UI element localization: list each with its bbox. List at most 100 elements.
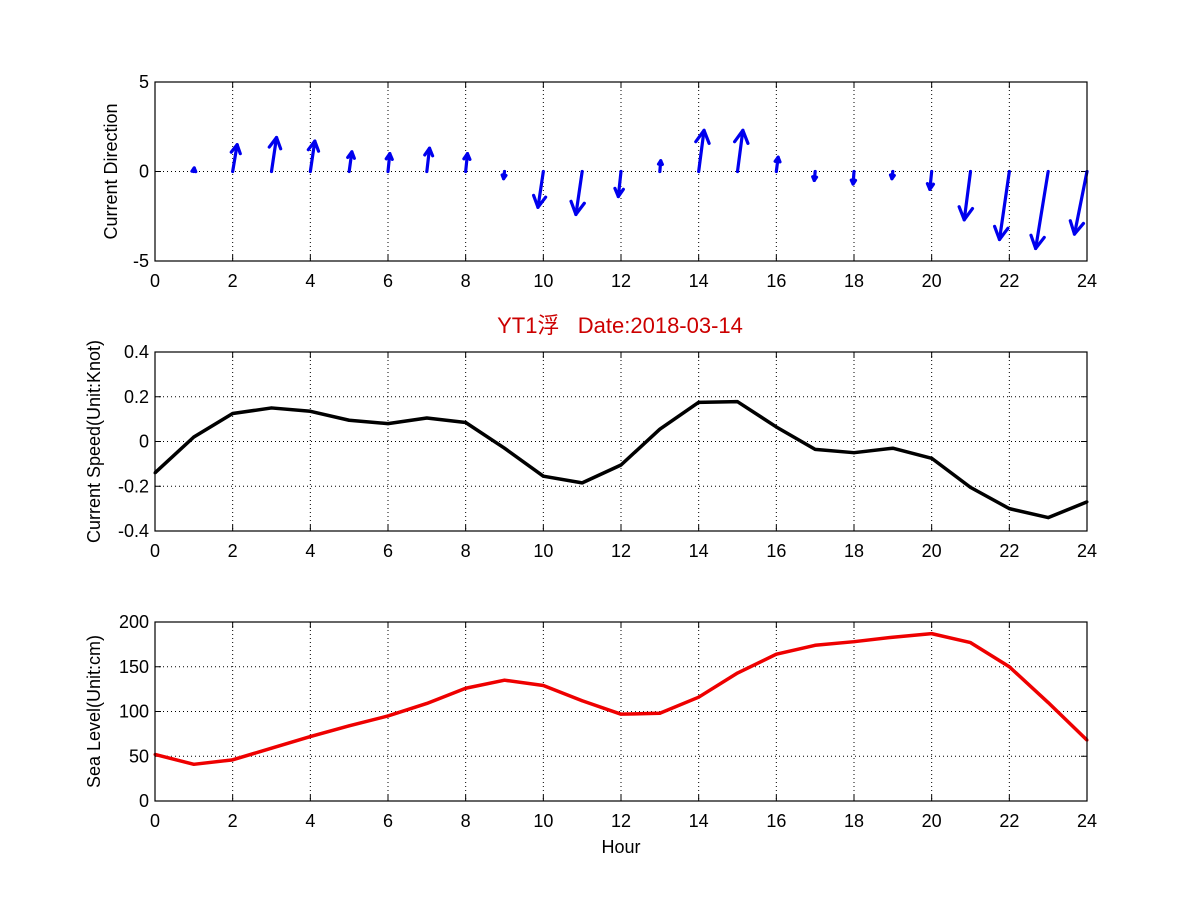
current-speed-x-tick-label: 24 bbox=[1077, 541, 1097, 561]
current-speed-y-axis-label: Current Speed(Unit:Knot) bbox=[84, 340, 104, 543]
sea-level-data-point bbox=[697, 695, 701, 699]
current-speed-data-point bbox=[930, 456, 934, 460]
sea-level-x-tick-label: 16 bbox=[766, 811, 786, 831]
current-speed-data-point bbox=[658, 427, 662, 431]
sea-level-data-point bbox=[464, 686, 468, 690]
current-speed-x-tick-label: 8 bbox=[461, 541, 471, 561]
current-direction-y-tick-label: -5 bbox=[133, 251, 149, 271]
sea-level-data-point bbox=[813, 643, 817, 647]
current-speed-data-point bbox=[464, 420, 468, 424]
current-direction-arrow bbox=[569, 169, 586, 217]
sea-level-data-point bbox=[852, 640, 856, 644]
current-direction-arrow bbox=[462, 152, 472, 174]
sea-level-data-point bbox=[930, 632, 934, 636]
sea-level-x-tick-label: 8 bbox=[461, 811, 471, 831]
sea-level-x-tick-label: 22 bbox=[999, 811, 1019, 831]
current-speed-data-point bbox=[969, 485, 972, 489]
current-direction-arrow bbox=[849, 169, 858, 186]
current-speed-data-point bbox=[1046, 516, 1050, 520]
current-direction-arrow bbox=[384, 152, 394, 174]
current-direction-arrow bbox=[613, 169, 625, 199]
sea-level-x-tick-label: 2 bbox=[228, 811, 238, 831]
current-direction-x-tick-label: 20 bbox=[922, 271, 942, 291]
current-speed-data-point bbox=[813, 447, 817, 451]
current-direction-arrow bbox=[267, 135, 283, 174]
sea-level-axes-frame bbox=[154, 621, 1088, 802]
current-speed-data-point bbox=[697, 400, 701, 404]
sea-level-data-point bbox=[541, 684, 545, 688]
current-direction-arrow bbox=[229, 143, 242, 174]
current-direction-y-tick-label: 0 bbox=[139, 162, 149, 182]
sea-level-y-tick-label: 0 bbox=[139, 791, 149, 811]
sea-level-x-tick-label: 18 bbox=[844, 811, 864, 831]
current-direction-y-axis-label: Current Direction bbox=[101, 103, 121, 239]
current-speed-data-point bbox=[192, 435, 196, 439]
current-speed-data-point bbox=[736, 400, 739, 404]
sea-level-x-tick-label: 0 bbox=[150, 811, 160, 831]
current-speed-y-tick-label: 0.2 bbox=[124, 387, 149, 407]
current-direction-arrow bbox=[500, 169, 508, 181]
current-speed-data-point bbox=[891, 446, 895, 450]
sea-level-data-point bbox=[308, 735, 312, 739]
sea-level-data-point bbox=[231, 758, 235, 762]
sea-level-x-tick-label: 20 bbox=[922, 811, 942, 831]
sea-level-data-point bbox=[774, 652, 778, 656]
current-speed-data-point bbox=[1007, 507, 1011, 511]
sea-level-data-point bbox=[270, 746, 273, 750]
sea-level-data-point bbox=[736, 671, 739, 675]
sea-level-data-point bbox=[425, 701, 429, 705]
current-direction-x-tick-label: 12 bbox=[611, 271, 631, 291]
current-speed-data-point bbox=[270, 406, 273, 410]
current-speed-y-tick-label: 0 bbox=[139, 432, 149, 452]
current-speed-x-tick-label: 16 bbox=[766, 541, 786, 561]
current-speed-data-point bbox=[503, 446, 506, 450]
chart-title: YT1浮 Date:2018-03-14 bbox=[497, 313, 743, 338]
current-speed-data-point bbox=[347, 418, 351, 422]
sea-level-data-point bbox=[580, 699, 584, 703]
sea-level-data-point bbox=[1046, 701, 1050, 705]
sea-level-x-tick-label: 4 bbox=[305, 811, 315, 831]
current-direction-arrow bbox=[532, 169, 548, 209]
current-direction-arrow bbox=[888, 169, 896, 181]
current-direction-arrow bbox=[1068, 169, 1089, 236]
current-direction-x-tick-label: 4 bbox=[305, 271, 315, 291]
current-speed-data-point bbox=[425, 416, 429, 420]
current-speed-data-point bbox=[308, 409, 312, 413]
sea-level-data-point bbox=[658, 711, 662, 715]
current-direction-x-tick-label: 8 bbox=[461, 271, 471, 291]
sea-level-x-tick-label: 14 bbox=[689, 811, 709, 831]
current-speed-data-point bbox=[852, 451, 856, 455]
current-direction-arrow bbox=[423, 146, 435, 174]
current-direction-arrow bbox=[733, 128, 750, 174]
current-speed-x-tick-label: 20 bbox=[922, 541, 942, 561]
current-direction-arrow bbox=[957, 169, 975, 222]
current-speed-x-tick-label: 4 bbox=[305, 541, 315, 561]
sea-level-data-point bbox=[192, 762, 196, 766]
current-speed-data-point bbox=[231, 412, 235, 416]
current-direction-arrow bbox=[1029, 169, 1050, 251]
sea-level-x-tick-label: 24 bbox=[1077, 811, 1097, 831]
current-direction-arrow bbox=[346, 150, 356, 174]
sea-level-data-point bbox=[503, 678, 506, 682]
sea-level-x-tick-label: 12 bbox=[611, 811, 631, 831]
sea-level-data-point bbox=[619, 712, 623, 716]
current-speed-x-tick-label: 0 bbox=[150, 541, 160, 561]
sea-level-y-tick-label: 50 bbox=[129, 746, 149, 766]
current-speed-axes-frame bbox=[154, 351, 1088, 532]
current-direction-x-tick-label: 2 bbox=[228, 271, 238, 291]
current-direction-x-tick-label: 0 bbox=[150, 271, 160, 291]
current-direction-x-tick-label: 16 bbox=[766, 271, 786, 291]
current-direction-arrow bbox=[694, 128, 711, 174]
current-direction-arrow bbox=[656, 159, 664, 174]
sea-level-data-point bbox=[347, 724, 351, 728]
current-direction-x-tick-label: 18 bbox=[844, 271, 864, 291]
sea-level-x-tick-label: 6 bbox=[383, 811, 393, 831]
current-direction-x-tick-label: 10 bbox=[533, 271, 553, 291]
current-direction-x-tick-label: 14 bbox=[689, 271, 709, 291]
current-speed-y-tick-label: -0.4 bbox=[118, 521, 149, 541]
current-direction-arrow bbox=[306, 139, 321, 174]
sea-level-data-point bbox=[386, 714, 390, 718]
